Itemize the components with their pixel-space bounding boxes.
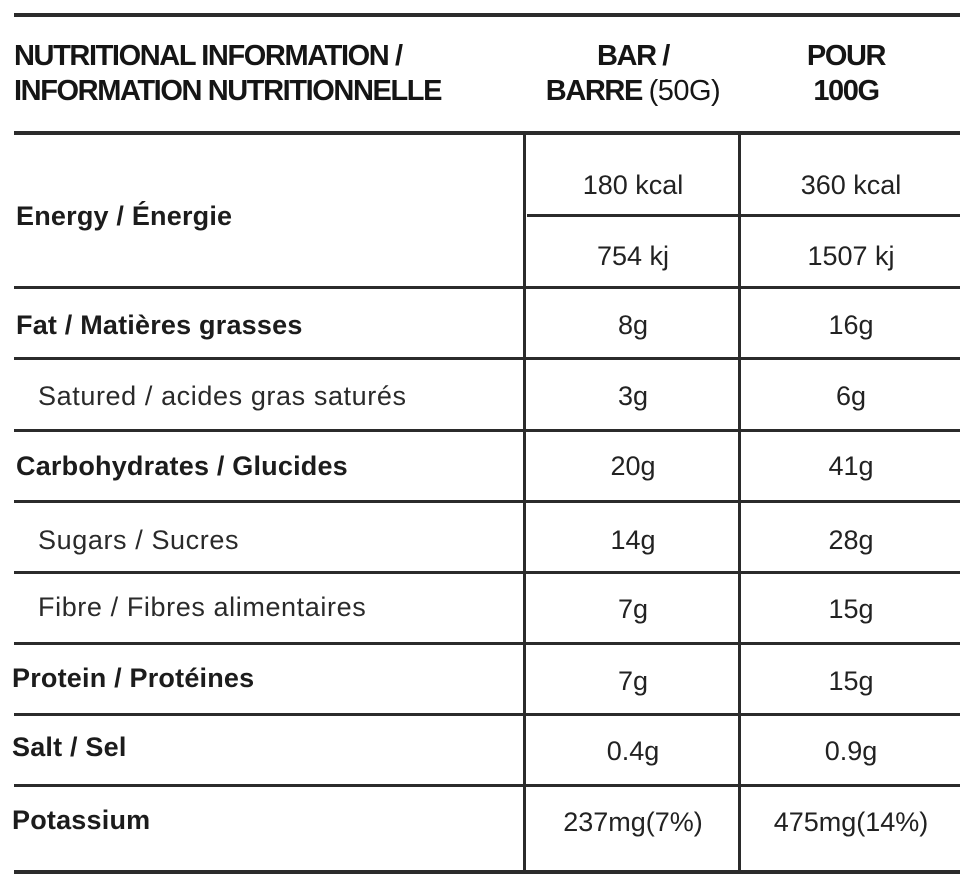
column-header-bar-line2: BARRE (50G): [527, 74, 739, 109]
row-label-sugars: Sugars / Sucres: [38, 525, 240, 555]
row-label-protein: Protein / Protéines: [12, 663, 255, 693]
protein-bar: 7g: [617, 666, 649, 696]
fibre-bar: 7g: [617, 594, 649, 624]
row-label-saturated: Satured / acides gras saturés: [38, 381, 407, 411]
rule-salt-bottom: [14, 784, 960, 787]
rule-saturated-bottom: [14, 429, 960, 432]
rule-fibre-bottom: [14, 642, 960, 645]
rule-sugars-bottom: [14, 571, 960, 574]
sugars-100g: 28g: [828, 525, 874, 555]
potassium-bar: 237mg(7%): [563, 807, 703, 837]
column-header-bar-bold: BARRE: [545, 75, 644, 107]
fibre-100g: 15g: [828, 594, 874, 624]
energy-kcal-bar: 180 kcal: [582, 170, 684, 200]
rule-energy-bottom: [14, 286, 960, 289]
saturated-100g: 6g: [835, 381, 867, 411]
row-label-salt: Salt / Sel: [12, 732, 127, 762]
protein-100g: 15g: [828, 666, 874, 696]
rule-top: [14, 13, 960, 17]
table-title: NUTRITIONAL INFORMATION / INFORMATION NU…: [14, 39, 442, 109]
rule-col-mid: [738, 135, 741, 872]
energy-kj-bar: 754 kj: [596, 241, 670, 271]
energy-kj-100g: 1507 kj: [807, 241, 895, 271]
rule-energy-split: [527, 214, 960, 217]
column-header-100g-line1: POUR: [806, 40, 887, 72]
row-label-carbohydrates: Carbohydrates / Glucides: [16, 451, 348, 481]
salt-bar: 0.4g: [606, 736, 660, 766]
row-label-potassium: Potassium: [12, 805, 151, 835]
column-header-bar-line1: BAR /: [597, 40, 670, 72]
rule-protein-bottom: [14, 713, 960, 716]
carbohydrates-100g: 41g: [828, 451, 874, 481]
row-label-fat: Fat / Matières grasses: [16, 310, 303, 340]
rule-carbs-bottom: [14, 500, 960, 503]
potassium-100g: 475mg(14%): [773, 807, 929, 837]
rule-col-left: [523, 135, 526, 872]
saturated-bar: 3g: [617, 381, 649, 411]
salt-100g: 0.9g: [824, 736, 878, 766]
fat-100g: 16g: [828, 310, 874, 340]
table-title-line2: INFORMATION NUTRITIONNELLE: [14, 75, 442, 107]
rule-bottom: [14, 870, 960, 874]
carbohydrates-bar: 20g: [610, 451, 656, 481]
energy-kcal-100g: 360 kcal: [800, 170, 902, 200]
sugars-bar: 14g: [610, 525, 656, 555]
rule-fat-bottom: [14, 357, 960, 360]
fat-bar: 8g: [617, 310, 649, 340]
column-header-bar-weight: (50G): [648, 75, 721, 107]
row-label-fibre: Fibre / Fibres alimentaires: [38, 592, 367, 622]
column-header-100g: POUR 100G: [742, 39, 950, 109]
column-header-bar: BAR / BARRE (50G): [527, 39, 739, 109]
row-label-energy: Energy / Énergie: [16, 201, 233, 231]
column-header-100g-line2: 100G: [813, 75, 880, 107]
table-title-line1: NUTRITIONAL INFORMATION /: [14, 40, 403, 72]
rule-header-bottom: [14, 131, 960, 135]
